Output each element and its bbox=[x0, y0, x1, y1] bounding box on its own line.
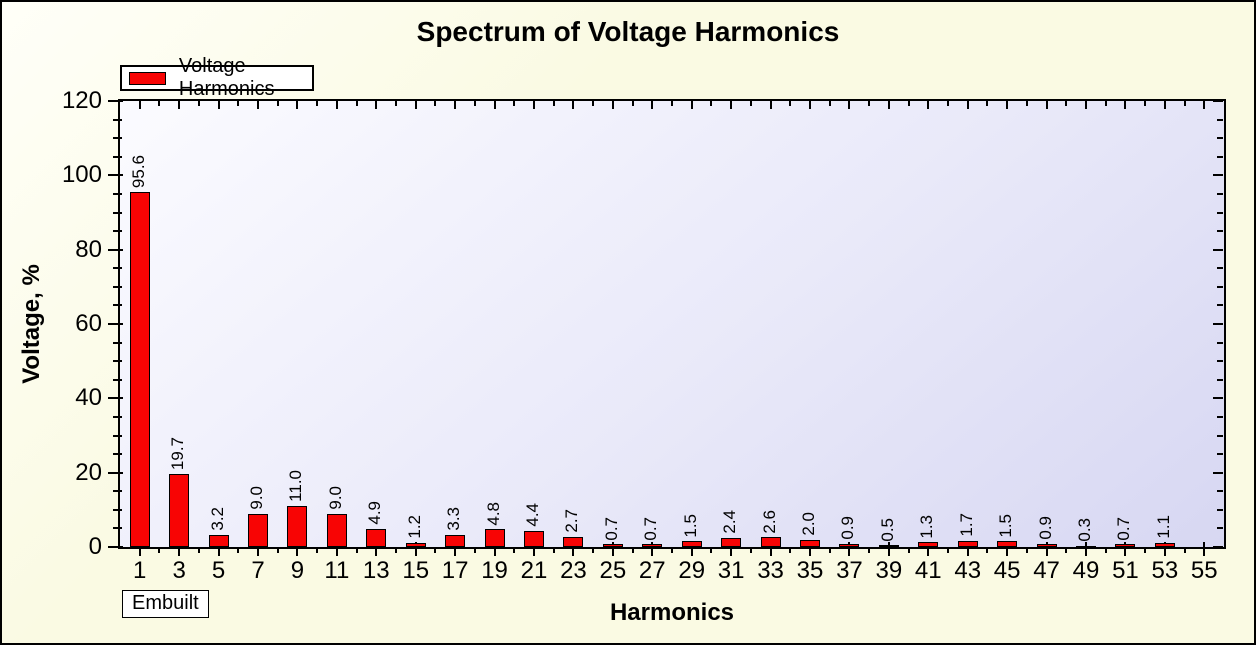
x-tick-label: 7 bbox=[251, 557, 265, 584]
y-tick-label: 120 bbox=[61, 87, 102, 114]
x-tick-label: 41 bbox=[914, 557, 942, 584]
x-axis-title: Harmonics bbox=[609, 599, 735, 626]
x-tick-label: 25 bbox=[599, 557, 627, 584]
x-tick-label: 31 bbox=[717, 557, 745, 584]
x-tick-label: 51 bbox=[1112, 557, 1139, 584]
y-tick-label: 20 bbox=[75, 458, 102, 486]
x-tick-label: 1 bbox=[133, 557, 147, 584]
x-tick-label: 11 bbox=[324, 557, 350, 584]
x-tick-label: 21 bbox=[520, 557, 548, 584]
x-tick-label: 33 bbox=[757, 557, 784, 584]
x-tick-label: 23 bbox=[560, 557, 587, 584]
y-axis-title: Voltage, % bbox=[18, 264, 45, 384]
x-tick-label: 55 bbox=[1190, 557, 1218, 584]
legend-label: Voltage Harmonics bbox=[178, 55, 275, 100]
x-tick-label: 43 bbox=[954, 557, 982, 584]
x-tick-label: 3 bbox=[172, 557, 186, 584]
y-tick-label: 80 bbox=[75, 235, 102, 263]
plot-area bbox=[118, 99, 1226, 549]
x-tick-label: 49 bbox=[1072, 557, 1100, 584]
chart-title: Spectrum of Voltage Harmonics bbox=[416, 16, 840, 47]
y-tick-label: 0 bbox=[88, 533, 102, 560]
x-tick-label: 17 bbox=[441, 557, 469, 584]
embuilt-badge: Embuilt bbox=[122, 590, 209, 618]
x-tick-label: 15 bbox=[402, 557, 430, 584]
x-tick-label: 19 bbox=[481, 557, 508, 584]
x-tick-label: 53 bbox=[1151, 557, 1179, 584]
x-tick-label: 27 bbox=[638, 557, 666, 584]
x-tick-label: 37 bbox=[836, 557, 863, 584]
x-tick-label: 29 bbox=[678, 557, 706, 584]
x-tick-label: 35 bbox=[796, 557, 824, 584]
x-tick-label: 13 bbox=[362, 557, 390, 584]
x-tick-label: 9 bbox=[290, 557, 305, 584]
y-tick-label: 100 bbox=[61, 161, 102, 189]
x-tick-label: 39 bbox=[875, 557, 903, 584]
x-tick-label: 5 bbox=[211, 557, 226, 584]
legend: Voltage Harmonics bbox=[120, 55, 314, 100]
legend-swatch-icon bbox=[129, 71, 166, 85]
x-tick-label: 47 bbox=[1033, 557, 1060, 584]
x-tick-label: 45 bbox=[993, 557, 1021, 584]
y-tick-label: 40 bbox=[75, 384, 102, 412]
